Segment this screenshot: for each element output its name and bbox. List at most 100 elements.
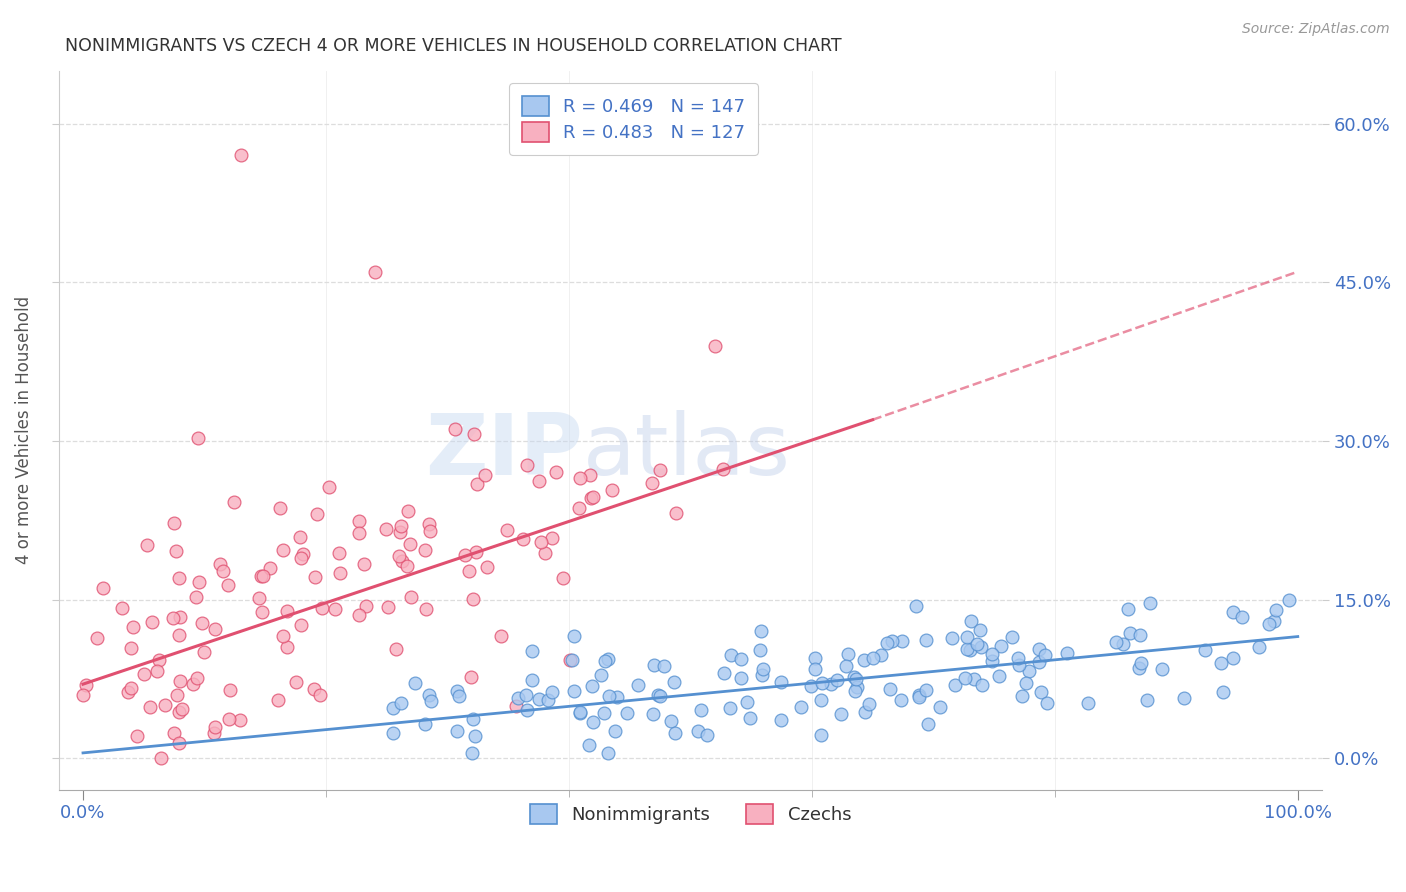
Point — [661, 714, 683, 728]
Point — [465, 477, 488, 491]
Point — [1128, 661, 1150, 675]
Point — [1077, 696, 1099, 710]
Point — [1116, 601, 1139, 615]
Point — [1036, 696, 1059, 710]
Point — [1173, 690, 1195, 705]
Point — [141, 615, 163, 629]
Point — [506, 690, 529, 705]
Point — [204, 622, 226, 636]
Point — [1212, 685, 1234, 699]
Point — [363, 265, 385, 279]
Point — [389, 518, 412, 533]
Point — [579, 491, 602, 505]
Point — [1139, 596, 1161, 610]
Point — [541, 685, 564, 699]
Point — [396, 558, 419, 573]
Point — [457, 564, 479, 578]
Point — [377, 599, 399, 614]
Point — [696, 728, 718, 742]
Point — [740, 711, 762, 725]
Point — [956, 642, 979, 657]
Point — [749, 643, 772, 657]
Point — [135, 538, 157, 552]
Point — [446, 684, 468, 698]
Point — [308, 688, 330, 702]
Point — [603, 724, 626, 739]
Point — [463, 427, 485, 442]
Point — [690, 703, 713, 717]
Point — [418, 689, 440, 703]
Point — [146, 664, 169, 678]
Point — [730, 652, 752, 666]
Point — [420, 693, 443, 707]
Point — [891, 633, 914, 648]
Point — [111, 601, 134, 615]
Point — [703, 339, 725, 353]
Point — [75, 678, 97, 692]
Point — [127, 729, 149, 743]
Point — [862, 651, 884, 665]
Point — [419, 524, 441, 538]
Point — [686, 723, 709, 738]
Point — [208, 558, 231, 572]
Point — [1130, 656, 1153, 670]
Point — [811, 676, 834, 690]
Point — [853, 706, 876, 720]
Point — [454, 548, 477, 562]
Point — [516, 703, 538, 717]
Point — [91, 581, 114, 595]
Point — [730, 671, 752, 685]
Point — [247, 591, 270, 605]
Point — [1222, 605, 1244, 619]
Point — [845, 673, 868, 687]
Point — [329, 566, 352, 580]
Point — [578, 738, 600, 752]
Point — [347, 526, 370, 541]
Point — [627, 678, 650, 692]
Point — [167, 736, 190, 750]
Point — [86, 631, 108, 645]
Point — [562, 684, 585, 698]
Point — [188, 574, 211, 589]
Point — [837, 647, 859, 661]
Point — [132, 666, 155, 681]
Point — [820, 677, 842, 691]
Point — [1031, 685, 1053, 699]
Point — [193, 645, 215, 659]
Point — [568, 706, 591, 720]
Point — [582, 490, 605, 504]
Point — [641, 707, 664, 722]
Point — [222, 495, 245, 509]
Point — [1028, 641, 1050, 656]
Point — [404, 676, 426, 690]
Text: atlas: atlas — [583, 410, 792, 493]
Point — [446, 724, 468, 739]
Point — [169, 610, 191, 624]
Point — [652, 659, 675, 673]
Point — [169, 674, 191, 689]
Point — [530, 535, 553, 549]
Point — [1257, 617, 1279, 632]
Point — [381, 701, 404, 715]
Point — [117, 685, 139, 699]
Point — [290, 550, 312, 565]
Text: NONIMMIGRANTS VS CZECH 4 OR MORE VEHICLES IN HOUSEHOLD CORRELATION CHART: NONIMMIGRANTS VS CZECH 4 OR MORE VEHICLE… — [65, 37, 842, 55]
Point — [463, 592, 485, 607]
Point — [905, 599, 928, 613]
Point — [879, 682, 901, 697]
Point — [647, 688, 669, 702]
Point — [589, 668, 612, 682]
Point — [1112, 637, 1135, 651]
Point — [596, 652, 619, 666]
Point — [384, 642, 406, 657]
Point — [163, 726, 186, 740]
Point — [650, 463, 672, 477]
Point — [323, 602, 346, 616]
Point — [396, 504, 419, 518]
Point — [304, 681, 326, 696]
Point — [1209, 656, 1232, 670]
Point — [600, 483, 623, 497]
Point — [853, 653, 876, 667]
Point — [529, 692, 551, 706]
Point — [720, 701, 742, 715]
